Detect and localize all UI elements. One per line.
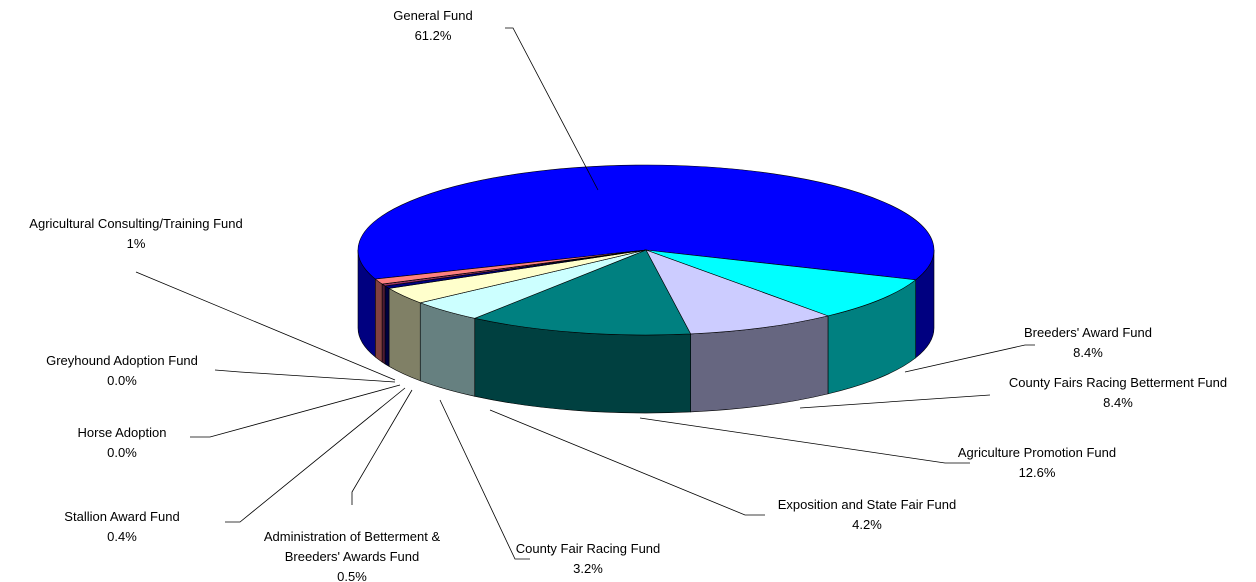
leader-line bbox=[639, 417, 970, 464]
slice bbox=[645, 249, 830, 335]
leader-line bbox=[505, 27, 599, 191]
pie-tops bbox=[357, 164, 935, 336]
value-label: 61.2% bbox=[414, 28, 452, 43]
leader-line bbox=[214, 369, 396, 383]
leader-line bbox=[190, 384, 401, 438]
slice-label: Horse Adoption 0.0% bbox=[78, 423, 167, 463]
slice-side bbox=[381, 283, 386, 365]
slice-label: Breeders' Award Fund 8.4% bbox=[1024, 323, 1152, 363]
leader-line bbox=[439, 399, 530, 560]
slice bbox=[473, 249, 692, 336]
slice-label: Administration of Betterment & Breeders'… bbox=[242, 527, 462, 582]
value-label: 3.2% bbox=[573, 561, 603, 576]
leader-line bbox=[799, 394, 991, 409]
slice-label: County Fairs Racing Betterment Fund 8.4% bbox=[1009, 373, 1227, 413]
slice-label: County Fair Racing Fund 3.2% bbox=[516, 539, 661, 579]
value-label: 12.6% bbox=[1018, 465, 1056, 480]
leader-line bbox=[351, 389, 413, 505]
value-label: 1% bbox=[126, 236, 146, 251]
value-label: 0.0% bbox=[107, 445, 137, 460]
slice bbox=[357, 164, 935, 281]
slice-label: Stallion Award Fund 0.4% bbox=[64, 507, 179, 547]
category-label: Agriculture Promotion Fund bbox=[957, 445, 1117, 460]
value-label: 4.2% bbox=[852, 517, 882, 532]
category-label: Agricultural Consulting/Training Fund bbox=[29, 216, 243, 231]
slice-label: General Fund 61.2% bbox=[393, 6, 473, 46]
slice-label: Exposition and State Fair Fund 4.2% bbox=[778, 495, 957, 535]
category-label: General Fund bbox=[393, 8, 473, 23]
slice bbox=[374, 249, 647, 285]
leader-line bbox=[135, 271, 396, 381]
category-label: County Fairs Racing Betterment Fund bbox=[1008, 375, 1228, 390]
category-label: Horse Adoption bbox=[77, 425, 167, 440]
value-label: 8.4% bbox=[1103, 395, 1133, 410]
category-label: Administration of Betterment & Breeders'… bbox=[263, 529, 441, 564]
slice-label: Greyhound Adoption Fund 0.0% bbox=[46, 351, 198, 391]
slice-label: Agriculture Promotion Fund 12.6% bbox=[958, 443, 1116, 483]
category-label: County Fair Racing Fund bbox=[515, 541, 661, 556]
category-label: Stallion Award Fund bbox=[64, 509, 180, 524]
value-label: 8.4% bbox=[1073, 345, 1103, 360]
slice-side bbox=[375, 278, 383, 363]
slice-side bbox=[419, 302, 476, 397]
value-label: 0.5% bbox=[337, 569, 367, 582]
leader-line bbox=[904, 344, 1035, 373]
leader-line bbox=[489, 409, 765, 516]
slice-side bbox=[388, 287, 421, 382]
value-label: 0.4% bbox=[107, 529, 137, 544]
category-label: Exposition and State Fair Fund bbox=[777, 497, 957, 512]
slice bbox=[645, 249, 917, 317]
slice-label: Agricultural Consulting/Training Fund 1% bbox=[29, 214, 242, 254]
slice-side bbox=[384, 285, 390, 367]
value-label: 0.0% bbox=[107, 373, 137, 388]
category-label: Greyhound Adoption Fund bbox=[46, 353, 198, 368]
category-label: Breeders' Award Fund bbox=[1024, 325, 1152, 340]
leader-line bbox=[225, 387, 406, 523]
